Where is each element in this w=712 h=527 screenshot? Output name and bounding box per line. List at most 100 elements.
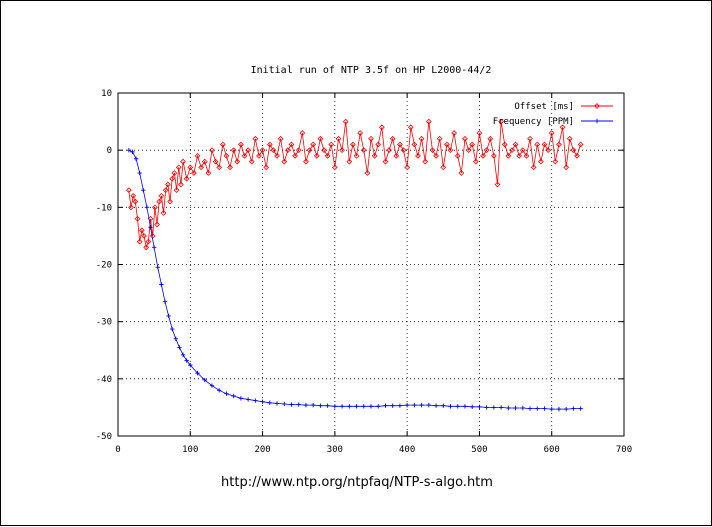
data-point-frequency — [397, 403, 403, 408]
data-point-offset — [160, 210, 167, 216]
data-point-frequency — [209, 383, 215, 388]
data-point-offset — [505, 153, 512, 159]
data-point-frequency — [217, 388, 222, 393]
data-point-offset — [281, 158, 288, 165]
y-tick-label: -40 — [96, 375, 112, 385]
data-point-frequency — [563, 406, 569, 412]
data-point-offset — [306, 147, 313, 154]
data-point-offset — [530, 164, 537, 171]
data-point-offset — [541, 141, 548, 148]
data-point-frequency — [542, 406, 547, 411]
series-offset — [125, 118, 584, 251]
data-point-offset — [523, 153, 530, 159]
axis-ticks: 0 100 200 300 400 500 600 700 -50 -40 -30 -20 -10 0 10 — [96, 89, 632, 455]
data-point-offset — [295, 147, 302, 154]
data-point-frequency — [133, 156, 139, 161]
data-point-offset — [167, 198, 173, 205]
data-point-frequency — [448, 404, 453, 409]
data-point-offset — [194, 153, 201, 159]
data-point-offset — [357, 130, 364, 136]
data-point-offset — [335, 135, 342, 142]
data-point-offset — [169, 175, 176, 182]
data-point-frequency — [535, 406, 540, 411]
data-point-offset — [138, 227, 145, 234]
data-point-offset — [216, 164, 223, 171]
data-point-frequency — [498, 405, 504, 410]
data-point-frequency — [180, 352, 186, 358]
data-point-offset — [444, 141, 450, 148]
series-line-offset — [128, 121, 581, 249]
data-point-offset — [130, 193, 137, 199]
data-point-offset — [378, 124, 385, 131]
data-point-frequency — [404, 402, 410, 408]
data-point-frequency — [155, 265, 160, 270]
data-point-offset — [563, 164, 570, 171]
y-tick-label: -10 — [96, 203, 112, 213]
data-point-offset — [433, 153, 439, 159]
series-frequency — [126, 147, 583, 412]
data-point-offset — [570, 147, 577, 154]
data-point-offset — [494, 181, 501, 188]
data-point-frequency — [347, 404, 352, 409]
data-point-offset — [353, 153, 360, 159]
data-point-offset — [469, 141, 476, 148]
data-point-offset — [552, 158, 559, 165]
data-point-offset — [487, 135, 494, 142]
data-point-offset — [447, 147, 454, 154]
data-point-frequency — [184, 358, 189, 363]
data-point-offset — [252, 135, 259, 142]
data-point-offset — [201, 158, 208, 165]
data-point-offset — [436, 135, 443, 142]
data-point-offset — [152, 204, 158, 211]
data-point-frequency — [578, 406, 583, 411]
data-point-offset — [245, 147, 251, 154]
data-point-offset — [429, 147, 436, 154]
data-point-offset — [425, 118, 432, 125]
data-point-offset — [141, 233, 147, 239]
data-point-offset — [183, 175, 190, 182]
data-point-offset — [400, 147, 407, 154]
data-point-offset — [328, 141, 335, 148]
data-point-frequency — [173, 336, 179, 342]
data-point-offset — [134, 215, 141, 222]
data-point-offset — [223, 153, 230, 159]
data-point-offset — [227, 164, 233, 171]
data-point-offset — [407, 124, 414, 131]
data-point-offset — [277, 135, 284, 142]
legend-marker-offset — [594, 103, 600, 109]
data-point-frequency — [303, 402, 309, 408]
data-point-frequency — [177, 345, 182, 350]
data-point-offset — [548, 130, 555, 136]
data-point-offset — [476, 130, 483, 136]
x-tick-label: 200 — [254, 445, 270, 455]
x-tick-label: 500 — [471, 445, 487, 455]
x-tick-label: 400 — [399, 445, 415, 455]
data-point-offset — [501, 141, 508, 148]
data-point-offset — [491, 153, 497, 159]
data-point-offset — [230, 147, 237, 154]
data-point-offset — [256, 153, 262, 159]
data-point-frequency — [426, 402, 432, 408]
data-point-frequency — [318, 403, 323, 408]
source-url-caption: http://www.ntp.org/ntpfaq/NTP-s-algo.htm — [221, 475, 493, 490]
data-point-frequency — [245, 397, 251, 402]
data-point-offset — [418, 135, 425, 142]
data-point-frequency — [470, 404, 475, 410]
data-point-offset — [143, 244, 150, 251]
data-point-offset — [498, 118, 504, 125]
data-point-frequency — [170, 326, 175, 332]
data-point-offset — [303, 158, 309, 165]
data-point-offset — [451, 130, 457, 136]
data-point-offset — [389, 135, 396, 142]
chart-title: Initial run of NTP 3.5f on HP L2000-44/2 — [251, 65, 492, 76]
data-point-offset — [574, 153, 580, 159]
x-tick-label: 0 — [115, 445, 120, 455]
x-tick-label: 300 — [327, 445, 343, 455]
data-point-offset — [234, 158, 241, 165]
data-point-frequency — [332, 404, 338, 409]
y-tick-label: -20 — [96, 261, 112, 271]
data-point-frequency — [383, 403, 388, 408]
data-point-offset — [411, 141, 418, 148]
data-point-frequency — [159, 282, 164, 287]
data-point-offset — [483, 147, 490, 154]
